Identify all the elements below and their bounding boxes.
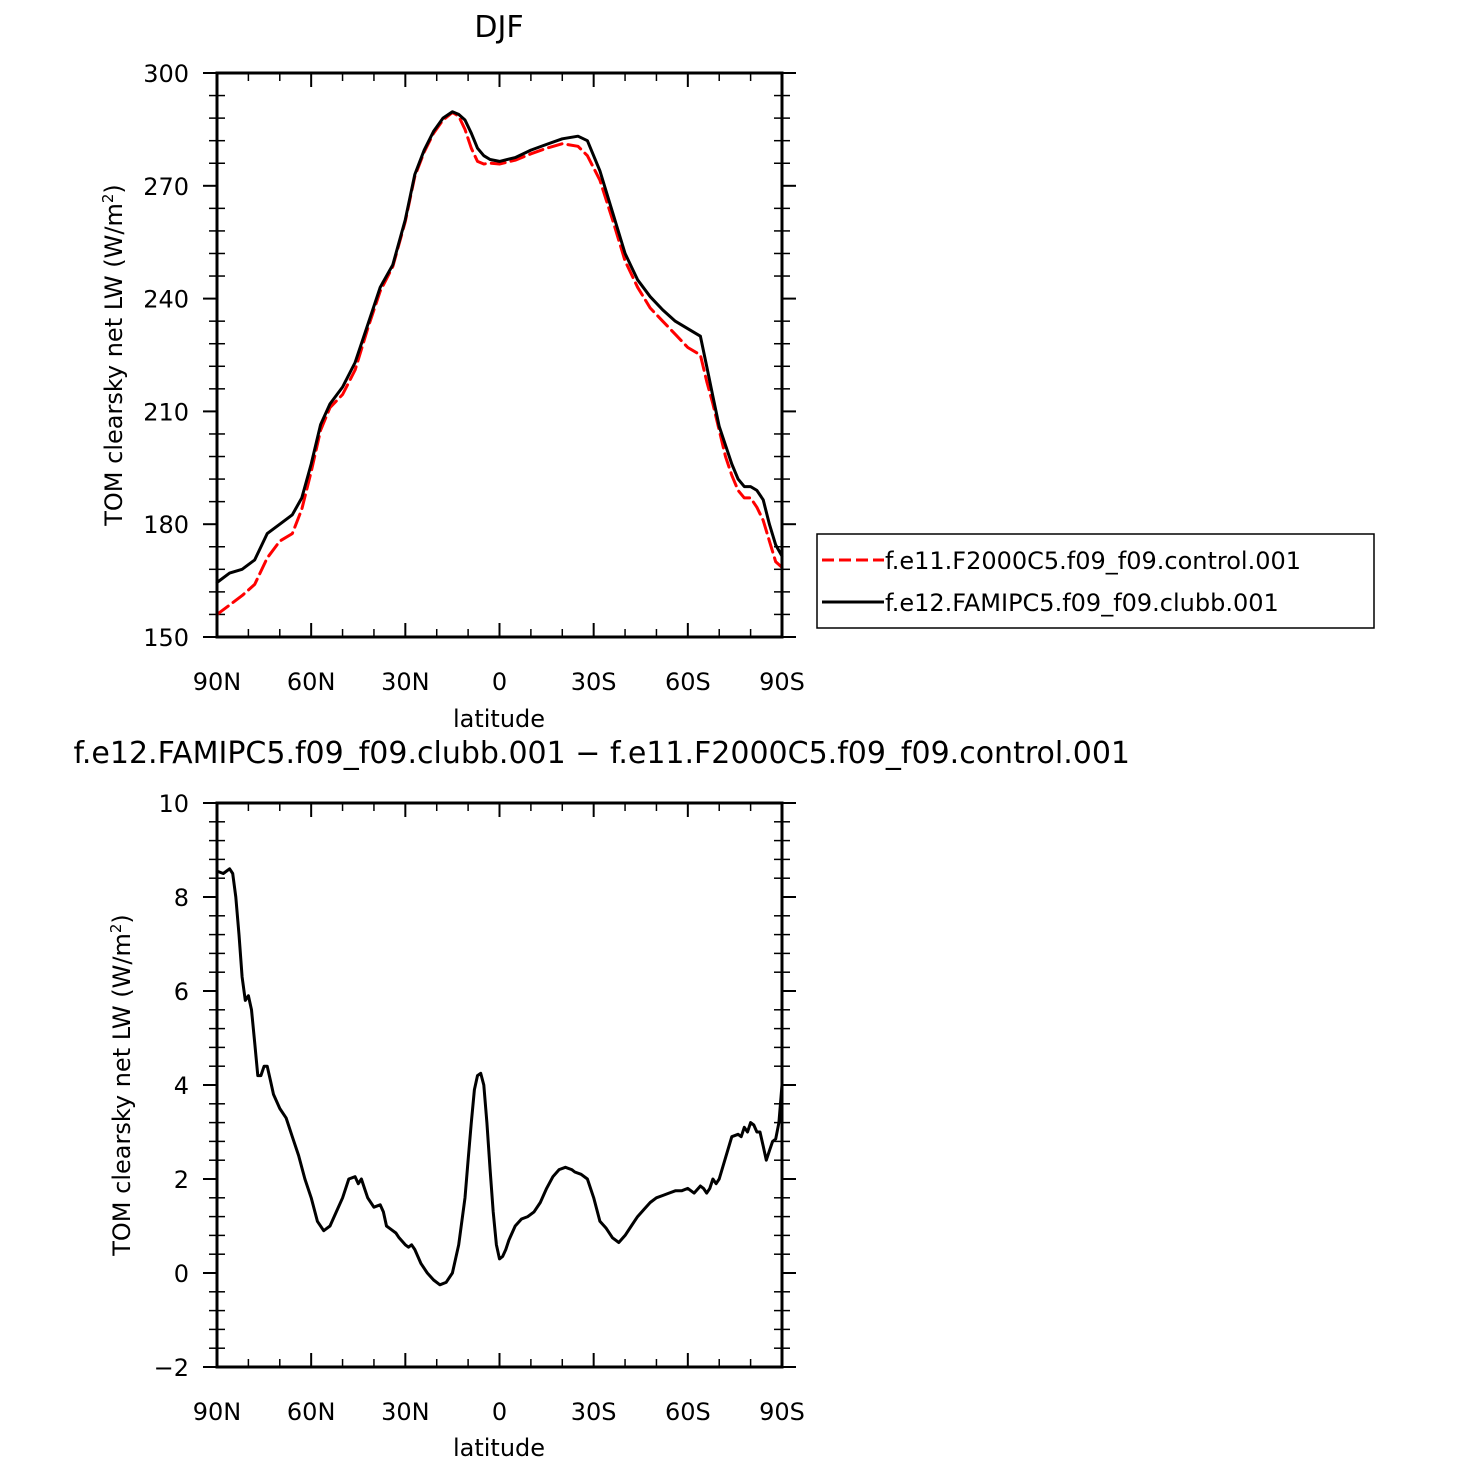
- y-tick-label: 270: [143, 173, 189, 201]
- top-x-axis-label: latitude: [453, 705, 545, 733]
- y-tick-label: 8: [174, 884, 189, 912]
- legend-label-clubb: f.e12.FAMIPC5.f09_f09.clubb.001: [885, 589, 1279, 617]
- x-tick-label: 30S: [571, 668, 617, 696]
- y-tick-label: 300: [143, 60, 189, 88]
- series-line-1: [215, 111, 784, 616]
- bottom-chart-title: f.e12.FAMIPC5.f09_f09.clubb.001 − f.e11.…: [74, 736, 1131, 771]
- y-tick-label: 150: [143, 624, 189, 652]
- bottom-chart-ticks: 90N 60N 30N 0 30S 60S 90S −2 0 2 4 6 8 10: [154, 790, 805, 1426]
- top-y-axis-label: TOM clearsky net LW (W/m2): [99, 184, 128, 527]
- y-tick-label: 240: [143, 286, 189, 314]
- y-tick-label: 6: [174, 978, 189, 1006]
- bottom-y-axis-label: TOM clearsky net LW (W/m2): [107, 914, 136, 1257]
- x-tick-label: 30N: [381, 668, 430, 696]
- x-tick-label: 0: [492, 668, 507, 696]
- top-panel: DJF 90N 60N 30N 0 30S 60S 90S 150 180 210 240 270 30…: [99, 10, 805, 733]
- y-tick-label: 2: [174, 1166, 189, 1194]
- x-tick-label: 60S: [665, 1398, 711, 1426]
- x-tick-label: 60S: [665, 668, 711, 696]
- x-tick-label: 60N: [287, 1398, 336, 1426]
- x-tick-label: 0: [492, 1398, 507, 1426]
- bottom-plot-frame: [215, 801, 784, 1369]
- top-chart-series: [215, 110, 784, 616]
- bottom-chart-series: [215, 867, 784, 1287]
- x-tick-label: 30N: [381, 1398, 430, 1426]
- bottom-x-axis-label: latitude: [453, 1434, 545, 1462]
- top-plot-frame: [215, 71, 784, 639]
- legend: f.e11.F2000C5.f09_f09.control.001 f.e12.…: [816, 533, 1375, 629]
- x-tick-label: 90N: [193, 1398, 242, 1426]
- legend-box: [816, 533, 1375, 629]
- y-tick-label: 180: [143, 511, 189, 539]
- top-chart-title: DJF: [474, 10, 523, 45]
- series-line-1: [215, 867, 784, 1287]
- x-tick-label: 90S: [759, 1398, 805, 1426]
- x-tick-label: 90S: [759, 668, 805, 696]
- x-tick-label: 60N: [287, 668, 336, 696]
- y-tick-label: 10: [158, 790, 189, 818]
- y-tick-label: 210: [143, 398, 189, 426]
- bottom-panel: f.e12.FAMIPC5.f09_f09.clubb.001 − f.e11.…: [74, 736, 1131, 1462]
- y-tick-label: 0: [174, 1260, 189, 1288]
- legend-label-control: f.e11.F2000C5.f09_f09.control.001: [885, 547, 1301, 575]
- series-line-2: [215, 110, 784, 584]
- y-tick-label: −2: [154, 1354, 189, 1382]
- y-tick-label: 4: [174, 1072, 189, 1100]
- x-tick-label: 90N: [193, 668, 242, 696]
- x-tick-label: 30S: [571, 1398, 617, 1426]
